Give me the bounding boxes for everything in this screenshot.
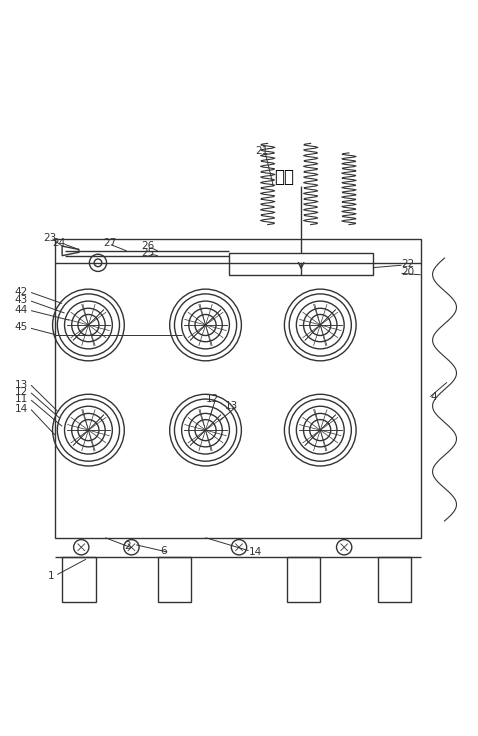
Bar [229,253,373,275]
Text: 11: 11 [14,394,28,404]
Text: 20: 20 [402,267,414,277]
Text: 43: 43 [14,295,28,305]
Text: 14: 14 [14,403,28,414]
Text: 44: 44 [14,305,28,315]
Text: 12: 12 [14,387,28,397]
Polygon shape [62,246,79,255]
Text: 22: 22 [402,259,415,269]
Text: 13: 13 [225,401,238,411]
Text: 液氮: 液氮 [274,168,294,185]
Bar [62,557,96,602]
Text: 12: 12 [206,394,219,404]
Text: 21: 21 [256,146,269,155]
Text: 14: 14 [249,547,262,557]
Bar [378,557,411,602]
Bar [158,557,191,602]
Text: 42: 42 [14,286,28,297]
Text: 13: 13 [14,380,28,390]
Text: 4: 4 [430,392,437,402]
Text: 24: 24 [53,238,66,248]
Bar [55,239,421,538]
Text: 1: 1 [48,571,54,581]
Text: 45: 45 [14,322,28,333]
Text: 27: 27 [103,238,116,248]
Text: 25: 25 [141,248,154,258]
Text: 2: 2 [124,541,131,551]
Bar [287,557,320,602]
Text: 26: 26 [141,241,154,251]
Text: 23: 23 [43,233,56,242]
Text: 6: 6 [160,545,167,556]
